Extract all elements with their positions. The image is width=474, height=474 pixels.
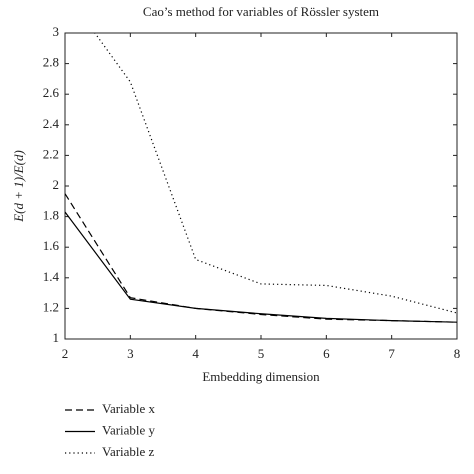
x-tick-label: 7 bbox=[388, 346, 395, 361]
series-line bbox=[65, 211, 457, 323]
legend-label: Variable z bbox=[102, 444, 155, 459]
x-axis-label: Embedding dimension bbox=[202, 369, 320, 384]
x-tick-label: 2 bbox=[62, 346, 69, 361]
y-tick-label: 1.2 bbox=[43, 299, 59, 314]
legend-label: Variable y bbox=[102, 422, 156, 437]
x-tick-label: 3 bbox=[127, 346, 134, 361]
y-tick-label: 2.2 bbox=[43, 146, 59, 161]
x-tick-label: 6 bbox=[323, 346, 330, 361]
legend-label: Variable x bbox=[102, 401, 156, 416]
y-axis-label: E(d + 1)/E(d) bbox=[11, 150, 26, 223]
y-tick-label: 2 bbox=[53, 177, 60, 192]
y-tick-label: 2.6 bbox=[43, 85, 60, 100]
x-tick-label: 5 bbox=[258, 346, 265, 361]
y-tick-label: 2.8 bbox=[43, 55, 59, 70]
y-tick-label: 1.8 bbox=[43, 208, 59, 223]
series-line bbox=[65, 193, 457, 323]
y-tick-label: 1.6 bbox=[43, 238, 60, 253]
plot-area bbox=[65, 33, 457, 323]
series-line bbox=[94, 33, 457, 314]
y-tick-label: 1.4 bbox=[43, 269, 60, 284]
plot-frame bbox=[64, 32, 458, 340]
y-tick-label: 3 bbox=[53, 24, 60, 39]
y-tick-label: 1 bbox=[53, 330, 60, 345]
y-tick-label: 2.4 bbox=[43, 116, 60, 131]
x-tick-label: 4 bbox=[192, 346, 199, 361]
chart-title: Cao’s method for variables of Rössler sy… bbox=[143, 4, 379, 19]
x-tick-label: 8 bbox=[454, 346, 461, 361]
